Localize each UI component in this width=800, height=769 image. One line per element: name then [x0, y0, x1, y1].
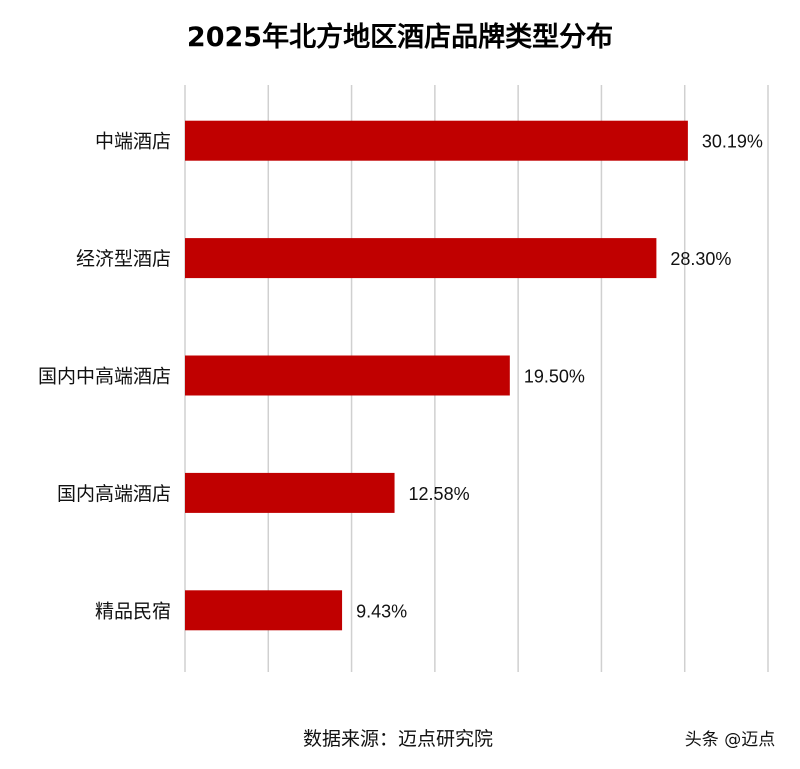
credit-mark: 头条 @迈点	[685, 730, 775, 750]
value-label: 28.30%	[670, 249, 731, 269]
bar	[185, 590, 343, 631]
bar	[185, 355, 510, 396]
bar	[185, 472, 395, 513]
category-label: 国内高端酒店	[57, 483, 171, 505]
category-label: 精品民宿	[95, 600, 171, 622]
chart-title: 2025年北方地区酒店品牌类型分布	[187, 21, 613, 53]
category-label: 经济型酒店	[76, 248, 171, 270]
bar	[185, 238, 657, 279]
value-label: 19.50%	[524, 367, 585, 387]
bars	[185, 120, 688, 631]
category-label: 中端酒店	[95, 131, 171, 153]
category-label: 国内中高端酒店	[38, 366, 171, 388]
value-label: 30.19%	[702, 132, 763, 152]
labels: 中端酒店 30.19% 经济型酒店 28.30% 国内中高端酒店 19.50% 国内高端酒店…	[38, 131, 763, 623]
source-note: 数据来源：迈点研究院	[303, 728, 493, 750]
value-label: 9.43%	[356, 601, 407, 621]
value-label: 12.58%	[409, 484, 470, 504]
bar	[185, 120, 688, 161]
